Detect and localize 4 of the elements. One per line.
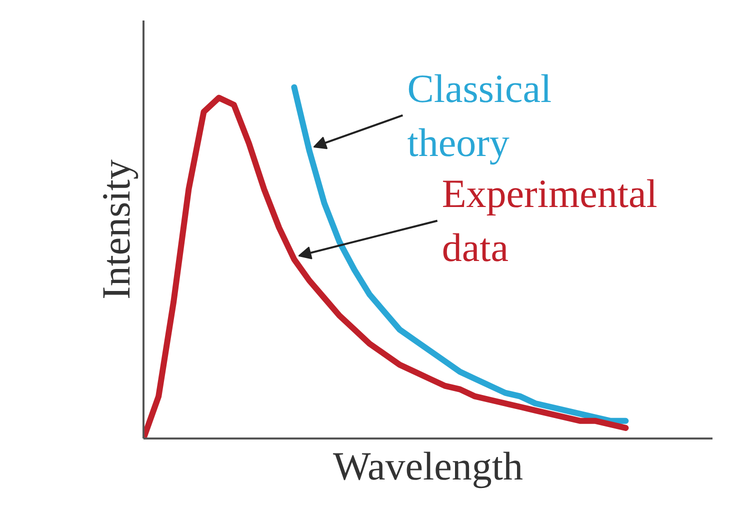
text: Experimental data bbox=[442, 171, 658, 270]
y-axis-title: Intensity bbox=[94, 160, 138, 300]
x-axis-title: Wavelength bbox=[332, 444, 524, 488]
text: Classical theory bbox=[407, 66, 552, 165]
